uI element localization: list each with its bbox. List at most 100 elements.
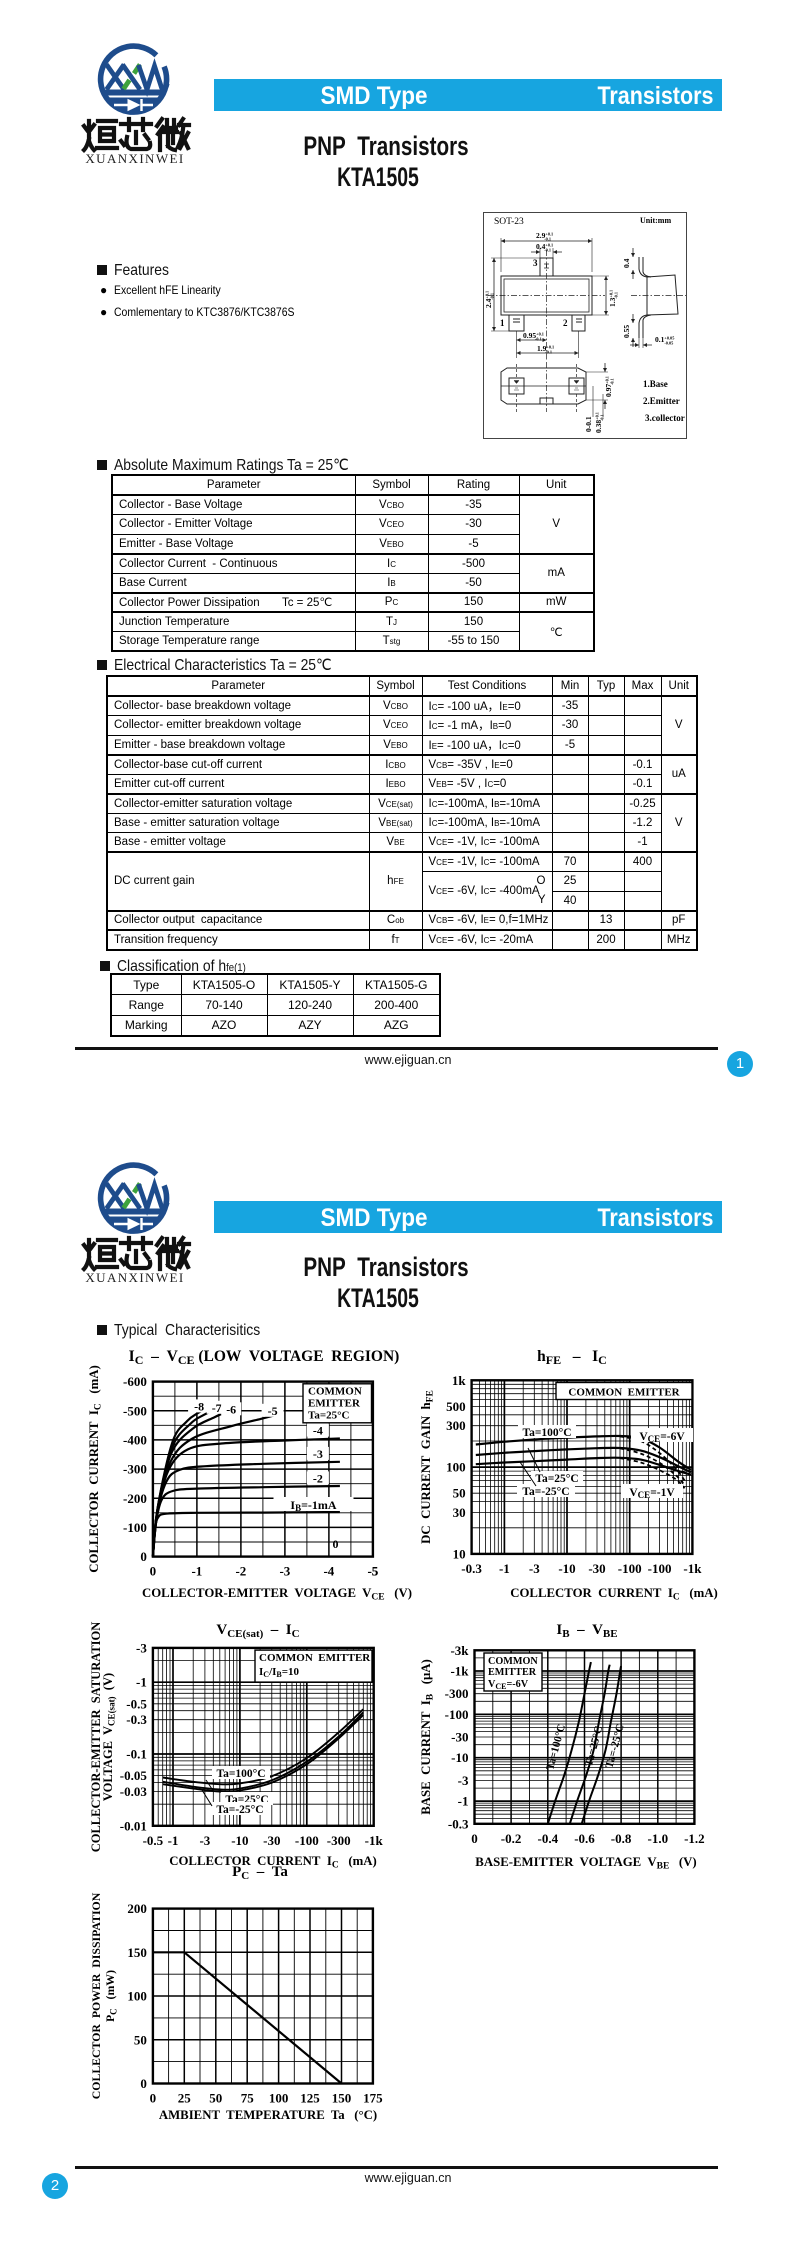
svg-text:-100: -100 (123, 1520, 147, 1535)
svg-text:0: 0 (140, 1549, 147, 1564)
svg-text:0: 0 (333, 1537, 339, 1551)
svg-text:0: 0 (140, 2076, 147, 2091)
svg-text:0.4+0.1-0.1: 0.4+0.1 -0.1 (536, 242, 553, 253)
svg-text:0.95+0.1-0.1: 0.95+0.1 -0.1 (523, 331, 544, 342)
svg-text:3.collector: 3.collector (645, 413, 685, 423)
svg-text:VCE(sat) – IC: VCE(sat) – IC (216, 1622, 299, 1640)
svg-text:-200: -200 (123, 1491, 147, 1506)
svg-text:DC CURRENT GAIN hFE: DC CURRENT GAIN hFE (419, 1390, 436, 1544)
svg-text:-0.3: -0.3 (126, 1712, 147, 1727)
svg-text:75: 75 (241, 2091, 255, 2106)
svg-text:COLLECTOR CURRENT IC (mA): COLLECTOR CURRENT IC (mA) (87, 1365, 104, 1573)
svg-text:IB – VBE: IB – VBE (556, 1622, 617, 1640)
svg-text:0.55: 0.55 (622, 325, 631, 338)
svg-text:2: 2 (563, 318, 568, 328)
svg-text:-0.5: -0.5 (143, 1833, 164, 1848)
svg-text:-100: -100 (445, 1707, 469, 1722)
svg-text:COMMON: COMMON (488, 1656, 538, 1667)
svg-text:-10: -10 (558, 1561, 575, 1576)
svg-text:VCE=-6V: VCE=-6V (639, 1431, 685, 1444)
svg-text:-1k: -1k (450, 1664, 469, 1679)
svg-text:IB=-1mA: IB=-1mA (290, 1498, 337, 1513)
svg-text:COMMON: COMMON (308, 1386, 362, 1398)
svg-text:30: 30 (453, 1505, 466, 1520)
svg-text:COLLECTOR-EMITTER SATURATION: COLLECTOR-EMITTER SATURATION (89, 1622, 103, 1853)
svg-text:-30: -30 (588, 1561, 605, 1576)
svg-text:-0.2: -0.2 (501, 1831, 522, 1846)
svg-text:1.9+0.1-0.1: 1.9+0.1 -0.1 (537, 344, 554, 355)
svg-text:-5: -5 (367, 1564, 378, 1579)
svg-text:0-0.1: 0-0.1 (584, 416, 593, 432)
svg-text:-400: -400 (123, 1432, 147, 1447)
svg-text:0: 0 (150, 1564, 157, 1579)
svg-text:-1.2: -1.2 (684, 1831, 705, 1846)
svg-text:-4: -4 (313, 1424, 323, 1438)
svg-text:-1: -1 (168, 1833, 179, 1848)
svg-text:-3k: -3k (450, 1643, 469, 1658)
svg-text:150: 150 (127, 1945, 147, 1960)
svg-text:BASE CURRENT IB (μA): BASE CURRENT IB (μA) (419, 1659, 436, 1814)
svg-text:25: 25 (178, 2091, 192, 2106)
svg-text:-0.5: -0.5 (126, 1696, 147, 1711)
svg-text:Ta=25°C: Ta=25°C (308, 1410, 349, 1422)
svg-text:3: 3 (533, 258, 538, 268)
svg-text:-1: -1 (136, 1675, 147, 1690)
svg-text:1.Base: 1.Base (643, 379, 668, 389)
svg-text:-4: -4 (323, 1564, 334, 1579)
svg-text:-30: -30 (451, 1730, 468, 1745)
svg-text:0.4: 0.4 (622, 258, 631, 268)
svg-text:-3: -3 (529, 1561, 540, 1576)
svg-text:-2: -2 (235, 1564, 246, 1579)
svg-text:50: 50 (453, 1486, 466, 1501)
svg-text:VCE=-6V: VCE=-6V (488, 1679, 529, 1691)
svg-text:VOLTAGE VCE(sat) (V): VOLTAGE VCE(sat) (V) (101, 1673, 117, 1801)
svg-text:Ta=-25°C: Ta=-25°C (216, 1804, 263, 1816)
svg-text:-100: -100 (618, 1561, 642, 1576)
svg-text:-8: -8 (194, 1399, 204, 1413)
svg-text:-300: -300 (123, 1462, 147, 1477)
svg-text:0.38+0.1-0.1: 0.38+0.1-0.1 (594, 412, 605, 433)
svg-text:-3: -3 (199, 1833, 210, 1848)
svg-text:IC/IB=10: IC/IB=10 (259, 1666, 300, 1679)
svg-text:COLLECTOR-EMITTER VOLTAGE VC: COLLECTOR-EMITTER VOLTAGE VCE (V) (142, 1586, 412, 1603)
svg-text:50: 50 (134, 2032, 147, 2047)
svg-text:0: 0 (150, 2091, 157, 2106)
svg-text:-1: -1 (191, 1564, 202, 1579)
svg-text:-1.0: -1.0 (648, 1831, 669, 1846)
svg-text:-0.3: -0.3 (448, 1816, 469, 1831)
svg-text:-0.05: -0.05 (120, 1768, 148, 1783)
svg-text:PC (mW): PC (mW) (103, 1970, 119, 2022)
svg-text:175: 175 (363, 2091, 383, 2106)
svg-text:AMBIENT TEMPERATURE Ta (°C: AMBIENT TEMPERATURE Ta (°C) (159, 2108, 377, 2122)
svg-text:Ta=100°C: Ta=100°C (216, 1768, 265, 1780)
svg-text:300: 300 (446, 1418, 466, 1433)
svg-text:COMMON EMITTER: COMMON EMITTER (259, 1652, 371, 1664)
svg-text:-1k: -1k (683, 1561, 702, 1576)
svg-text:-1: -1 (458, 1794, 469, 1809)
svg-text:100: 100 (446, 1460, 466, 1475)
svg-text:COLLECTOR POWER DISSIPATION: COLLECTOR POWER DISSIPATION (89, 1892, 103, 2099)
svg-text:150: 150 (332, 2091, 352, 2106)
svg-text:IC – VCE (LOW VOLTAGE REGI: IC – VCE (LOW VOLTAGE REGION) (129, 1348, 400, 1367)
svg-text:-0.03: -0.03 (120, 1784, 148, 1799)
svg-text:-0.4: -0.4 (538, 1831, 559, 1846)
svg-text:10: 10 (453, 1546, 466, 1561)
svg-text:0.1+0.05-0.05: 0.1+0.05 -0.05 (655, 335, 674, 346)
svg-text:-10: -10 (451, 1750, 468, 1765)
svg-text:-0.8: -0.8 (611, 1831, 632, 1846)
svg-text:-2: -2 (313, 1471, 323, 1485)
svg-text:100: 100 (127, 1989, 147, 2004)
svg-text:-300: -300 (327, 1833, 351, 1848)
svg-text:-100: -100 (295, 1833, 319, 1848)
svg-text:SOT-23: SOT-23 (494, 217, 524, 227)
svg-text:Ta=100°C: Ta=100°C (522, 1427, 571, 1439)
svg-text:-6: -6 (226, 1402, 236, 1416)
svg-text:BASE-EMITTER VOLTAGE VBE (: BASE-EMITTER VOLTAGE VBE (V) (475, 1855, 696, 1872)
svg-text:-0.6: -0.6 (574, 1831, 595, 1846)
svg-text:1: 1 (500, 318, 505, 328)
svg-text:VCE=-1V: VCE=-1V (629, 1487, 675, 1500)
svg-text:1.3+0.1-0.1: 1.3+0.1-0.1 (608, 290, 619, 307)
svg-text:-30: -30 (263, 1833, 280, 1848)
svg-text:-3: -3 (136, 1640, 147, 1655)
svg-text:-5: -5 (268, 1404, 278, 1418)
